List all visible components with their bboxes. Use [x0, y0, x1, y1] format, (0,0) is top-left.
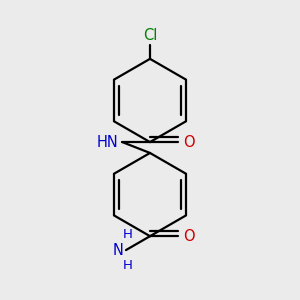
Text: H: H [123, 228, 133, 241]
Text: N: N [112, 243, 123, 258]
Text: O: O [183, 135, 194, 150]
Text: HN: HN [97, 135, 118, 150]
Text: Cl: Cl [143, 28, 157, 43]
Text: H: H [123, 259, 133, 272]
Text: O: O [183, 229, 194, 244]
